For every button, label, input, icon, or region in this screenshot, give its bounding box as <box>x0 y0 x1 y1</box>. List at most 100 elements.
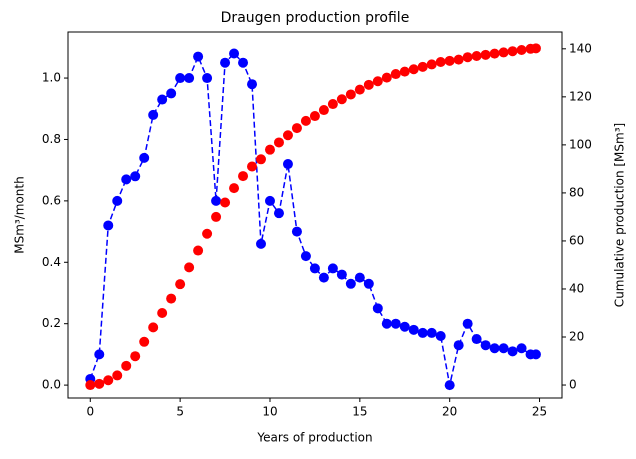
data-point <box>139 152 150 163</box>
data-point <box>408 324 419 335</box>
y-tick-label: 1.0 <box>42 71 61 85</box>
chart-title: Draugen production profile <box>221 10 410 26</box>
x-tick-label: 0 <box>86 405 94 419</box>
series-line <box>89 52 536 386</box>
data-point <box>202 73 213 84</box>
data-point <box>336 269 347 280</box>
y2-tick-label: 40 <box>569 281 584 295</box>
y-tick-label: 0.4 <box>42 255 61 269</box>
y2-tick-label: 0 <box>569 378 577 392</box>
x-tick-label: 10 <box>262 405 277 419</box>
data-point <box>480 340 491 351</box>
data-point <box>273 208 284 219</box>
data-point <box>103 220 114 231</box>
data-point <box>507 346 518 357</box>
data-point <box>489 343 500 354</box>
data-point <box>211 195 222 206</box>
data-point <box>417 327 428 338</box>
data-point <box>175 279 186 290</box>
data-point <box>435 57 446 68</box>
data-point <box>184 262 195 273</box>
data-point <box>139 336 150 347</box>
data-point <box>516 45 527 56</box>
data-point <box>229 183 240 194</box>
data-point <box>148 322 159 333</box>
data-point <box>94 349 105 360</box>
data-point <box>489 48 500 59</box>
data-point <box>247 79 258 90</box>
data-point <box>516 343 527 354</box>
data-point <box>399 66 410 77</box>
data-point <box>390 318 401 329</box>
data-point <box>363 79 374 90</box>
data-point <box>309 263 320 274</box>
data-point <box>372 303 383 314</box>
data-point <box>471 51 482 62</box>
x-tick-label: 25 <box>532 405 547 419</box>
data-point <box>345 89 356 100</box>
data-point <box>381 318 392 329</box>
data-point <box>417 61 428 72</box>
data-point <box>94 378 105 389</box>
data-point <box>530 349 541 360</box>
data-point <box>507 46 518 57</box>
data-point <box>157 307 168 318</box>
data-point <box>300 251 311 262</box>
data-point <box>282 130 293 141</box>
data-point <box>498 343 509 354</box>
data-point <box>345 278 356 289</box>
data-point <box>372 76 383 87</box>
data-point <box>426 327 437 338</box>
data-point <box>444 55 455 66</box>
data-point <box>354 84 365 95</box>
data-point <box>193 245 204 256</box>
data-point <box>247 161 258 172</box>
y2-tick-label: 140 <box>569 41 592 55</box>
y-tick-label: 0.0 <box>42 378 61 392</box>
x-tick-label: 20 <box>442 405 457 419</box>
data-point <box>453 54 464 65</box>
y-axis-label: MSm³/month <box>13 176 27 253</box>
data-point <box>282 159 293 170</box>
data-point <box>498 47 509 58</box>
data-point <box>255 154 266 165</box>
data-point <box>462 52 473 63</box>
data-point <box>318 105 329 116</box>
data-point <box>273 137 284 148</box>
data-point <box>211 211 222 222</box>
data-point <box>202 228 213 239</box>
data-point <box>229 48 240 59</box>
data-point <box>121 360 132 371</box>
data-point <box>462 318 473 329</box>
data-point <box>390 69 401 80</box>
data-point <box>238 171 249 182</box>
y-tick-label: 0.2 <box>42 316 61 330</box>
x-tick-label: 5 <box>176 405 184 419</box>
data-point <box>193 51 204 62</box>
data-point <box>530 43 541 54</box>
data-point <box>148 109 159 120</box>
data-point <box>264 195 275 206</box>
data-point <box>435 330 446 341</box>
data-point <box>327 99 338 110</box>
data-point <box>381 72 392 83</box>
data-point <box>220 57 231 68</box>
data-point <box>300 115 311 126</box>
y2-axis-label: Cumulative production [MSm³] <box>613 123 627 307</box>
data-point <box>220 197 231 208</box>
data-point <box>426 59 437 70</box>
y2-tick-label: 80 <box>569 185 584 199</box>
data-point <box>408 64 419 75</box>
plot-frame <box>67 31 563 399</box>
y2-tick-label: 100 <box>569 137 592 151</box>
data-point <box>130 171 141 182</box>
data-point <box>444 380 455 391</box>
y2-tick-label: 60 <box>569 233 584 247</box>
data-point <box>363 278 374 289</box>
data-point <box>184 73 195 84</box>
data-point <box>471 334 482 345</box>
data-point <box>354 272 365 283</box>
data-point <box>112 370 123 381</box>
data-point <box>318 272 329 283</box>
